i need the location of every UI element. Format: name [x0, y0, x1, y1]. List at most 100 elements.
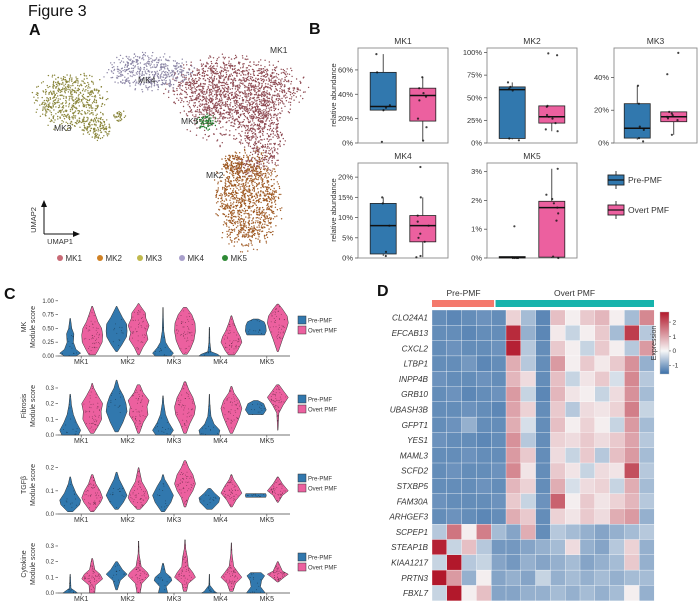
violin-overt: [127, 384, 150, 434]
gene-label-cxcl2: CXCL2: [402, 344, 429, 353]
umap-cluster-mk2: [213, 146, 283, 253]
heatmap-cell: [461, 508, 477, 525]
x-tick-label: MK4: [213, 438, 228, 445]
expression-colorbar: 2 1 0 -1 Expression: [651, 311, 679, 375]
boxplot-mk1: MK1 0% 20% 40% 60%: [338, 36, 449, 148]
data-point: [419, 196, 422, 199]
heatmap-cell: [476, 447, 492, 464]
heatmap-cell: [550, 585, 566, 602]
data-point: [418, 99, 421, 102]
data-point: [547, 115, 550, 118]
data-point: [419, 254, 422, 258]
heatmap-cell: [491, 309, 507, 326]
legend-label: Pre-PMF: [308, 556, 332, 562]
heatmap-cell: [505, 493, 522, 510]
legend-swatch-icon: [297, 552, 307, 562]
data-point: [517, 139, 520, 142]
data-point: [419, 165, 422, 169]
heatmap-cell: [431, 493, 448, 510]
umap2-arrow-icon: [41, 200, 47, 207]
boxplot-title: MK3: [647, 36, 665, 46]
heatmap-cell: [461, 569, 477, 586]
heatmap-cell: [520, 585, 536, 602]
data-point: [557, 256, 560, 260]
data-point: [665, 115, 669, 118]
legend-label-mk2: MK2: [106, 254, 123, 263]
heatmap-cell: [594, 309, 610, 326]
heatmap-cell: [535, 554, 551, 571]
box-overt-pmf: [538, 200, 566, 258]
gene-label-clo24a1: CLO24A1: [392, 314, 428, 323]
legend-swatch-icon: [297, 483, 307, 493]
heatmap-cell: [520, 386, 536, 403]
y-tick-label: 0%: [598, 139, 609, 148]
data-point: [545, 113, 549, 117]
heatmap-cell: [446, 569, 462, 586]
data-point: [515, 256, 518, 260]
heatmap-cell: [520, 401, 536, 418]
heatmap-cell: [609, 371, 625, 387]
x-tick-label: MK2: [120, 438, 135, 445]
figure-title: Figure 3: [28, 3, 87, 20]
data-point: [555, 219, 558, 222]
violin-row-cytokine: 0.0 0.1 0.2 0.3 Cytokine Module score MK1 MK2 MK…: [21, 539, 337, 603]
y-tick-label: 15%: [338, 193, 353, 202]
heatmap-cell: [520, 524, 536, 540]
data-point: [424, 95, 428, 98]
umap-cluster-mk4: [103, 51, 196, 93]
heatmap-cell: [461, 585, 477, 602]
heatmap-cell: [476, 386, 492, 403]
data-point: [671, 114, 674, 117]
heatmap-cell: [565, 508, 581, 525]
violin-overt: [220, 386, 243, 434]
y-tick-label: 0%: [342, 254, 353, 263]
heatmap-cell: [579, 325, 596, 341]
heatmap-cell: [535, 340, 551, 357]
heatmap-cell: [476, 401, 492, 418]
data-point: [376, 71, 379, 74]
umap-cluster-mk5: [195, 113, 217, 131]
heatmap-cell: [491, 585, 507, 602]
boxplot-title: MK1: [394, 36, 412, 46]
heatmap-cell: [520, 493, 536, 510]
heatmap-cell: [446, 401, 462, 418]
heatmap-cell: [535, 325, 551, 341]
y-tick-label: 0.2: [46, 402, 55, 408]
heatmap-cell: [624, 478, 640, 494]
gene-label-fam30a: FAM30A: [397, 497, 429, 506]
heatmap-cell: [431, 340, 448, 357]
heatmap-cell: [491, 539, 507, 556]
heatmap-cell: [594, 478, 610, 494]
heatmap-cell: [550, 340, 566, 357]
heatmap-cell: [476, 493, 492, 510]
heatmap-cell: [476, 462, 492, 479]
heatmap-cell: [624, 524, 640, 540]
heatmap-cell: [565, 371, 581, 387]
heatmap-cell: [491, 493, 507, 510]
heatmap-cell: [535, 478, 551, 494]
data-point: [513, 256, 516, 260]
data-point: [556, 130, 559, 133]
heatmap-cell: [431, 524, 448, 540]
heatmap-cell: [624, 416, 640, 433]
x-tick-label: MK2: [120, 517, 135, 524]
heatmap-cell: [505, 508, 522, 525]
heatmap-cell: [609, 386, 625, 403]
heatmap-cell: [639, 524, 655, 540]
heatmap-cell: [550, 493, 566, 510]
heatmap-cell: [579, 386, 596, 403]
heatmap-cell: [579, 432, 596, 449]
data-point: [509, 85, 512, 88]
y-tick-label: 3%: [471, 167, 482, 176]
heatmap-cell: [520, 325, 536, 341]
heatmap-cell: [639, 508, 655, 525]
heatmap-cell: [594, 554, 610, 571]
data-point: [384, 106, 388, 109]
heatmap-cell: [624, 539, 640, 556]
heatmap-cell: [550, 508, 566, 525]
heatmap-cell: [476, 585, 492, 602]
panel-b-label: B: [309, 21, 321, 38]
heatmap-cell: [550, 462, 566, 479]
heatmap-cell: [639, 462, 655, 479]
legend-label: Overt PMF: [308, 329, 337, 335]
